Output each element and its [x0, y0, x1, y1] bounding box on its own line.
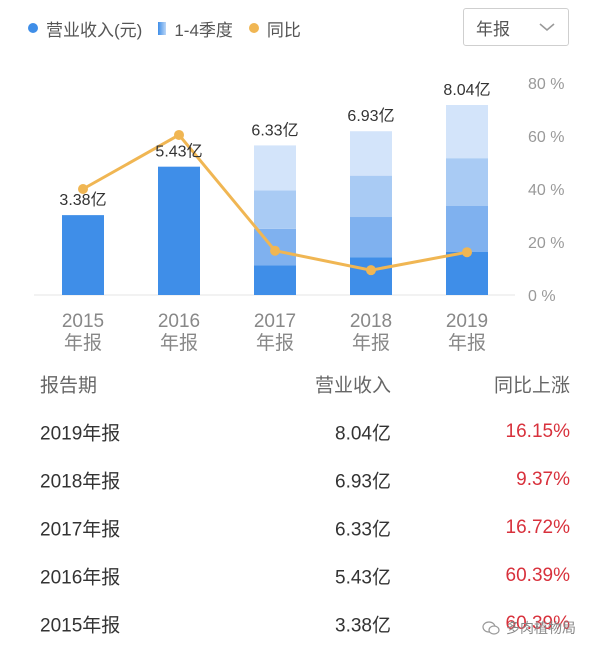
report-type-dropdown[interactable]: 年报 — [463, 8, 569, 46]
chevron-down-icon — [539, 23, 555, 32]
x-tick-sublabel: 年报 — [64, 332, 102, 354]
x-tick-sublabel: 年报 — [256, 332, 294, 354]
right-axis-tick-label: 40 % — [528, 182, 564, 199]
row-revenue: 6.33亿 — [335, 519, 391, 541]
table-row[interactable]: 2015年报 3.38亿 60.39% — [0, 600, 589, 648]
x-tick-label: 2015 — [62, 311, 104, 332]
x-tick-label: 2017 — [254, 311, 296, 332]
yoy-point — [78, 184, 88, 194]
row-period: 2015年报 — [40, 615, 121, 637]
yoy-point — [462, 247, 472, 258]
row-period: 2017年报 — [40, 519, 121, 541]
row-yoy: 16.15% — [505, 421, 570, 442]
quarter-segment — [254, 265, 296, 295]
right-axis-tick-label: 0 % — [528, 288, 556, 305]
table-row[interactable]: 2016年报 5.43亿 60.39% — [0, 552, 589, 600]
quarter-segment — [446, 251, 488, 295]
row-yoy: 60.39% — [505, 565, 570, 586]
quarter-segment — [254, 190, 296, 229]
quarter-segment — [350, 131, 392, 176]
row-period: 2019年报 — [40, 423, 121, 445]
table-row[interactable]: 2017年报 6.33亿 16.72% — [0, 504, 589, 552]
table-row[interactable]: 2019年报 8.04亿 16.15% — [0, 408, 589, 456]
bar-value-label: 3.38亿 — [59, 191, 106, 209]
yoy-point — [366, 265, 376, 276]
revenue-bar — [62, 215, 104, 295]
yoy-point — [174, 129, 184, 140]
quarter-segment — [254, 145, 296, 191]
bar-value-label: 8.04亿 — [443, 81, 490, 99]
watermark-text: 多肉植物局 — [506, 620, 576, 636]
right-axis-tick-label: 80 % — [528, 76, 564, 93]
row-revenue: 6.93亿 — [335, 471, 391, 493]
x-tick-label: 2019 — [446, 311, 488, 332]
legend-yoy-marker — [248, 23, 259, 33]
quarter-segment — [446, 205, 488, 252]
x-tick-sublabel: 年报 — [448, 332, 486, 354]
dropdown-selected-value: 年报 — [476, 19, 510, 39]
legend-revenue-marker — [28, 23, 38, 33]
row-yoy: 60.39% — [505, 613, 570, 634]
legend-revenue-label: 营业收入(元) — [46, 20, 143, 40]
legend-item-revenue[interactable]: 营业收入(元) — [28, 16, 142, 41]
quarter-segment — [350, 217, 392, 258]
x-tick-label: 2016 — [158, 311, 200, 332]
quarter-segment — [350, 175, 392, 218]
row-revenue: 5.43亿 — [335, 567, 391, 589]
legend-yoy-label: 同比 — [266, 20, 301, 40]
legend-item-yoy[interactable]: 同比 — [248, 16, 301, 41]
right-axis-tick-label: 60 % — [528, 129, 564, 146]
watermark: 多肉植物局 — [482, 618, 576, 638]
quarter-segment — [446, 105, 488, 159]
row-period: 2018年报 — [40, 471, 121, 493]
row-yoy: 16.72% — [505, 517, 570, 538]
bar-value-label: 6.33亿 — [251, 121, 298, 139]
header-period: 报告期 — [40, 375, 98, 397]
x-tick-label: 2018 — [350, 311, 392, 332]
legend-quarters-marker — [158, 21, 167, 35]
revenue-bar — [158, 166, 200, 295]
x-tick-sublabel: 年报 — [160, 332, 198, 354]
yoy-point — [270, 245, 280, 256]
row-revenue: 8.04亿 — [335, 423, 391, 445]
x-tick-sublabel: 年报 — [352, 332, 390, 354]
quarter-segment — [350, 257, 392, 295]
header-yoy: 同比上涨 — [493, 375, 570, 397]
legend-quarters-label: 1-4季度 — [174, 20, 233, 40]
legend-item-quarters[interactable]: 1-4季度 — [158, 16, 233, 41]
bar-value-label: 6.93亿 — [347, 107, 394, 125]
row-revenue: 3.38亿 — [335, 615, 391, 637]
right-axis-tick-label: 20 % — [528, 235, 564, 252]
bar-value-label: 5.43亿 — [155, 143, 202, 161]
wechat-icon — [482, 621, 500, 635]
table-row[interactable]: 2018年报 6.93亿 9.37% — [0, 456, 589, 504]
row-period: 2016年报 — [40, 567, 121, 589]
row-yoy: 9.37% — [516, 469, 570, 490]
header-revenue: 营业收入 — [314, 375, 391, 397]
table-header-row: 报告期 营业收入 同比上涨 — [0, 360, 589, 408]
revenue-table: 报告期 营业收入 同比上涨 2019年报 8.04亿 16.15% 2018年报… — [0, 360, 589, 648]
revenue-chart: 3.38亿 5.43亿 6.33亿 6.93亿 8.04亿 0 % 20 % 40 % 60 … — [34, 76, 564, 354]
quarter-segment — [446, 158, 488, 206]
chart-legend: 营业收入(元) 1-4季度 同比 — [28, 14, 301, 42]
